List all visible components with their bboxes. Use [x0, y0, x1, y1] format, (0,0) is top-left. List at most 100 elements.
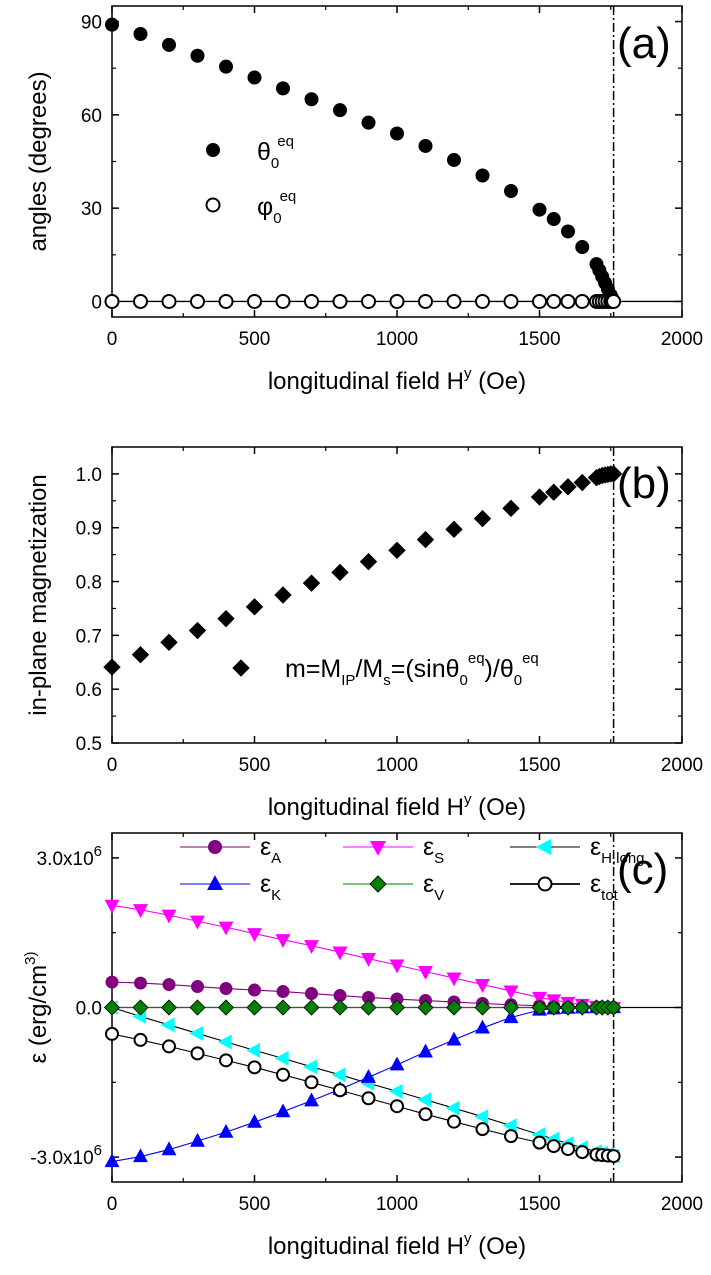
data-point: [162, 37, 176, 52]
data-point: [160, 999, 178, 1016]
data-point: [502, 499, 520, 518]
x-tick-label: 0: [107, 1194, 118, 1215]
data-point: [418, 138, 433, 153]
data-point: [218, 921, 234, 936]
data-point: [333, 103, 347, 118]
data-point: [302, 574, 321, 592]
data-point: [575, 240, 590, 255]
data-point: [446, 972, 462, 987]
data-point: [134, 976, 147, 990]
data-point: [502, 999, 520, 1016]
data-point: [504, 1129, 518, 1144]
data-point: [561, 224, 575, 239]
legend-label: εV: [423, 870, 444, 904]
data-point: [532, 991, 547, 1006]
data-point: [604, 465, 623, 483]
data-point: [161, 909, 177, 924]
data-point: [332, 293, 348, 309]
data-point: [133, 26, 148, 41]
data-point: [361, 1069, 376, 1083]
data-point: [390, 1099, 404, 1114]
data-point: [105, 17, 119, 32]
x-tick-label: 1500: [518, 755, 560, 776]
panel-label: (b): [617, 459, 671, 508]
data-point: [447, 1114, 461, 1129]
data-point: [361, 1091, 376, 1106]
data-point: [418, 966, 433, 980]
data-point: [546, 1139, 561, 1154]
data-point: [605, 999, 622, 1016]
y-tick-label: -3.0x106: [30, 1142, 102, 1169]
legend-marker: [232, 659, 250, 677]
y-tick-label: 60: [81, 106, 102, 127]
legend: εA εS εH,long εK εV εtot: [180, 833, 645, 904]
y-axis-title: in-plane magnetization: [25, 474, 52, 716]
x-tick-label: 2000: [661, 329, 703, 350]
data-point: [104, 899, 120, 914]
data-point: [274, 586, 292, 604]
data-point: [531, 999, 548, 1016]
data-point: [474, 999, 491, 1016]
data-point: [417, 999, 434, 1016]
legend: m=MIP/Ms=(sinθ0eq)/θ0eq: [232, 650, 539, 689]
data-point: [545, 483, 563, 501]
data-point: [217, 1034, 232, 1050]
data-point: [545, 999, 562, 1016]
data-point: [445, 1100, 460, 1116]
legend-marker: [206, 143, 220, 157]
data-point: [418, 1043, 433, 1058]
data-point: [188, 621, 207, 640]
y-tick-label: 90: [81, 13, 102, 34]
x-tick-label: 500: [239, 329, 271, 350]
data-point: [305, 987, 318, 1001]
data-point: [475, 978, 490, 993]
data-point: [303, 999, 320, 1016]
data-point: [304, 92, 319, 107]
data-point: [245, 598, 264, 616]
legend-marker: [369, 875, 387, 893]
data-point: [276, 81, 290, 96]
legend-label: θ0eq: [257, 133, 294, 172]
series-group: [104, 17, 622, 309]
data-point: [247, 928, 262, 942]
data-point: [105, 1026, 119, 1041]
data-point: [191, 980, 204, 994]
data-point: [190, 915, 205, 930]
legend-label: φ0eq: [257, 188, 296, 227]
panel-3: 0 500 1000 1500 2000 -3.0x106 0.0 3.0x106 longit…: [22, 832, 703, 1260]
data-point: [217, 609, 235, 628]
data-point: [275, 934, 291, 948]
data-point: [388, 1083, 403, 1099]
data-point: [560, 293, 576, 309]
data-point: [474, 1109, 489, 1125]
data-point: [161, 1141, 177, 1156]
data-point: [575, 1145, 590, 1160]
legend-marker: [537, 876, 553, 892]
data-point: [475, 1122, 490, 1137]
data-point: [133, 904, 148, 919]
series-group: [103, 899, 622, 1168]
data-point: [274, 999, 292, 1016]
x-tick-label: 0: [107, 329, 118, 350]
legend-marker: [370, 840, 386, 856]
data-point: [532, 1135, 547, 1150]
y-tick-label: 0.7: [76, 626, 102, 647]
legend-marker: [205, 197, 221, 213]
data-point: [162, 978, 176, 992]
data-point: [303, 1059, 318, 1075]
data-point: [475, 1019, 490, 1034]
data-point: [246, 999, 263, 1016]
data-point: [131, 646, 150, 664]
panel-label: (c): [617, 845, 668, 894]
data-point: [274, 1050, 289, 1066]
data-point: [389, 1056, 405, 1071]
data-point: [247, 70, 262, 85]
panel-label: (a): [617, 19, 671, 68]
legend-label: εH,long: [590, 833, 645, 867]
y-tick-label: 30: [81, 199, 102, 220]
data-point: [160, 633, 178, 652]
data-point: [445, 999, 463, 1016]
data-point: [445, 520, 463, 539]
data-point: [133, 293, 148, 309]
